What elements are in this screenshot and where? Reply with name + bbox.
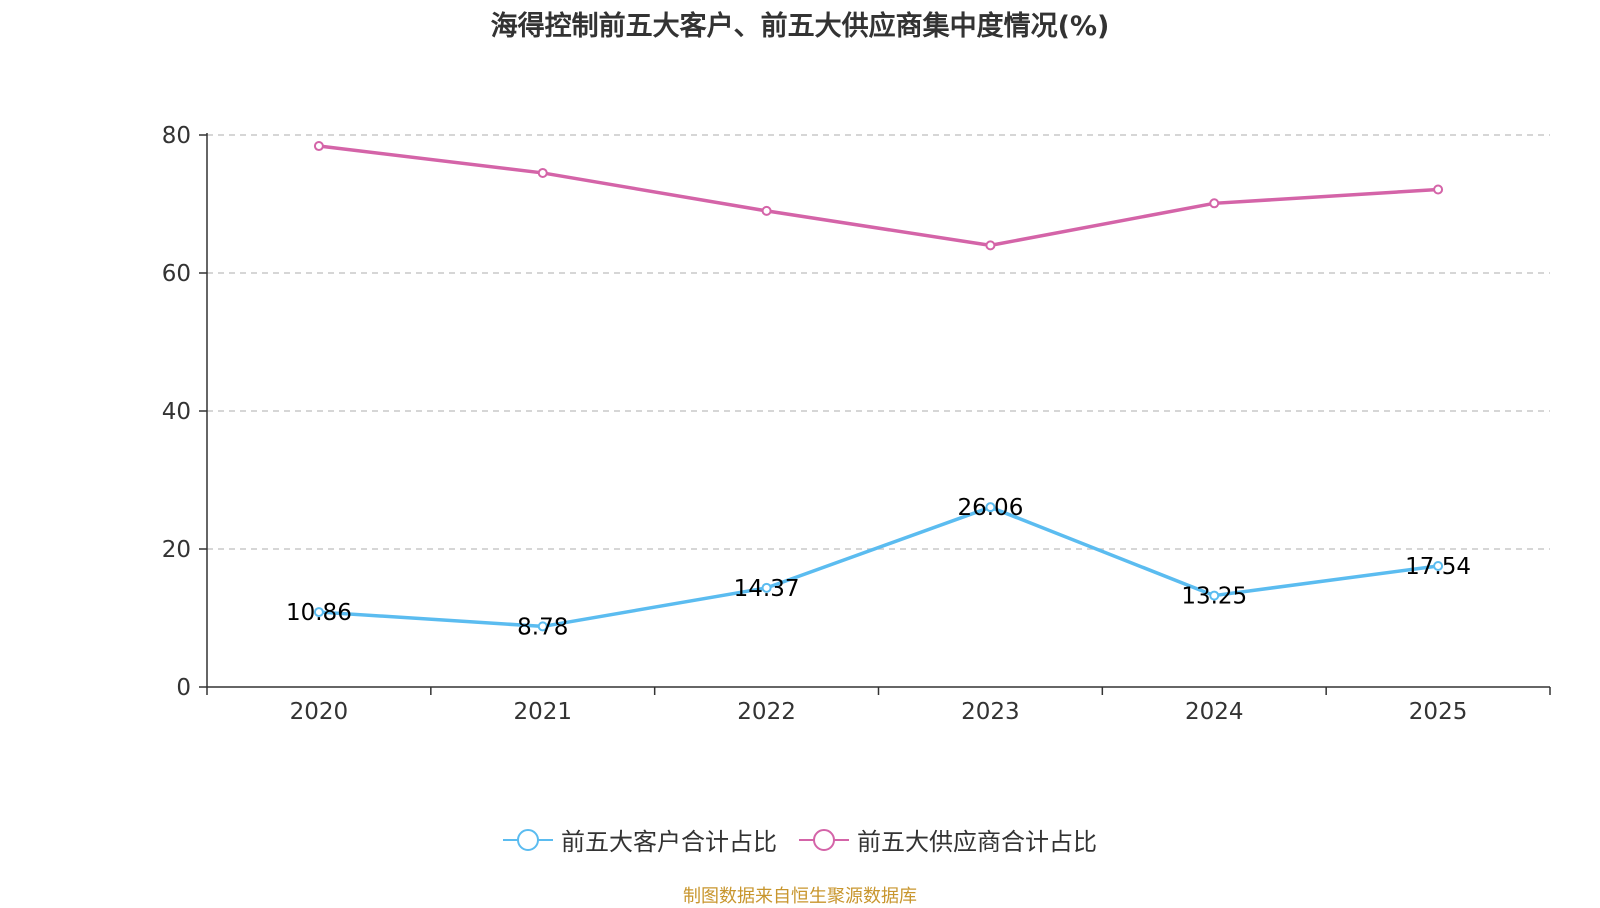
legend-marker-customers — [503, 828, 553, 851]
legend-marker-suppliers — [799, 828, 849, 851]
y-tick-label: 80 — [162, 123, 191, 149]
y-tick-label: 0 — [176, 675, 191, 701]
data-point-1-0 — [313, 141, 324, 152]
data-point-1-3 — [985, 240, 996, 251]
legend-item-suppliers[interactable]: 前五大供应商合计占比 — [799, 822, 1097, 857]
data-point-0-2 — [761, 582, 772, 593]
data-point-0-5 — [1433, 560, 1444, 571]
x-tick-label-2022: 2022 — [737, 699, 796, 725]
data-point-0-1 — [537, 621, 548, 632]
data-point-0-4 — [1209, 590, 1220, 601]
series-line-0 — [318, 505, 1439, 629]
x-tick-label-2023: 2023 — [961, 699, 1020, 725]
data-label: 26.06 — [957, 495, 1023, 521]
x-tick-label-2025: 2025 — [1409, 699, 1468, 725]
data-point-1-1 — [537, 167, 548, 178]
data-point-1-4 — [1209, 198, 1220, 209]
data-label: 14.37 — [734, 576, 800, 602]
series — [313, 141, 1444, 632]
grid-lines — [207, 134, 1550, 550]
data-label: 17.54 — [1405, 554, 1471, 580]
x-tick-label-2021: 2021 — [513, 699, 572, 725]
legend: 前五大客户合计占比 前五大供应商合计占比 — [0, 822, 1600, 857]
x-tick-label-2024: 2024 — [1185, 699, 1244, 725]
data-point-0-3 — [985, 502, 996, 513]
axes: 0 20 40 60 80 2020 2021 2022 2023 2024 2025 — [162, 123, 1551, 725]
data-point-1-2 — [761, 205, 772, 216]
data-label: 13.25 — [1181, 584, 1247, 610]
data-point-1-5 — [1433, 184, 1444, 195]
y-tick-label: 60 — [162, 261, 191, 287]
legend-label-suppliers: 前五大供应商合计占比 — [857, 828, 1097, 856]
y-tick-label: 20 — [162, 537, 191, 563]
data-label: 10.86 — [286, 600, 352, 626]
x-tick-label-2020: 2020 — [290, 699, 349, 725]
source-footnote: 制图数据来自恒生聚源数据库 — [683, 886, 917, 907]
y-tick-label: 40 — [162, 399, 191, 425]
series-line-1 — [318, 144, 1439, 248]
data-labels: 10.86 8.78 14.37 26.06 13.25 17.54 — [286, 495, 1471, 640]
legend-item-customers[interactable]: 前五大客户合计占比 — [503, 822, 777, 857]
legend-label-customers: 前五大客户合计占比 — [561, 828, 777, 856]
chart-title: 海得控制前五大客户、前五大供应商集中度情况(%) — [490, 11, 1110, 42]
data-point-0-0 — [313, 607, 324, 618]
data-label: 8.78 — [517, 614, 568, 640]
